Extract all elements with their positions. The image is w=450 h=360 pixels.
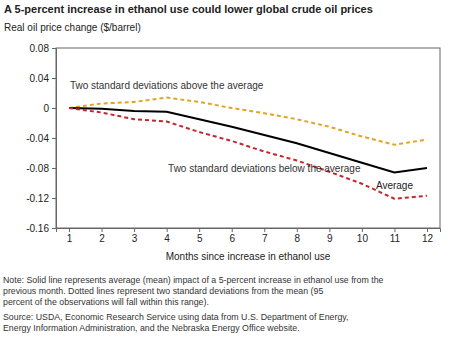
x-tick-label: 9 xyxy=(327,233,333,244)
y-tick: 0 xyxy=(43,103,56,114)
y-tick-mark xyxy=(52,78,56,79)
series-line xyxy=(69,108,427,173)
x-tick-label: 10 xyxy=(357,233,369,244)
series-line xyxy=(69,98,427,145)
x-tick: 4 xyxy=(164,228,170,244)
chart: A 5-percent increase in ethanol use coul… xyxy=(0,0,450,360)
x-tick-label: 6 xyxy=(229,233,235,244)
y-tick: 0.08 xyxy=(30,43,56,54)
x-tick-label: 2 xyxy=(99,233,105,244)
x-tick-mark xyxy=(102,228,103,232)
y-tick-label: 0 xyxy=(43,103,49,114)
x-tick-label: 5 xyxy=(197,233,203,244)
x-tick-label: 7 xyxy=(262,233,268,244)
y-tick: -0.08 xyxy=(26,163,56,174)
plot-frame xyxy=(56,48,440,228)
x-axis-line xyxy=(57,229,441,233)
x-tick-label: 4 xyxy=(164,233,170,244)
note: percent of the observations will fall wi… xyxy=(3,297,209,307)
y-tick: -0.12 xyxy=(26,193,56,204)
y-tick-mark xyxy=(52,48,56,49)
x-tick-mark xyxy=(264,228,265,232)
series-label: Two standard deviations below the averag… xyxy=(168,163,361,174)
y-tick: -0.16 xyxy=(26,223,56,234)
y-tick-label: -0.08 xyxy=(26,163,49,174)
x-tick-mark xyxy=(134,228,135,232)
x-tick: 8 xyxy=(295,228,301,244)
y-tick-label: 0.08 xyxy=(30,43,50,54)
source: Source: USDA, Economic Research Service … xyxy=(3,312,349,322)
x-tick: 6 xyxy=(229,228,235,244)
series-line xyxy=(69,108,427,199)
x-tick: 1 xyxy=(67,228,73,244)
y-tick-mark xyxy=(52,168,56,169)
x-tick: 9 xyxy=(327,228,333,244)
x-tick-mark xyxy=(69,228,70,232)
x-tick: 7 xyxy=(262,228,268,244)
x-axis-title: Months since increase in ethanol use xyxy=(166,251,331,262)
x-tick-mark xyxy=(362,228,363,232)
y-tick-label: 0.04 xyxy=(30,73,50,84)
note: previous month. Dotted lines represent t… xyxy=(3,286,323,296)
y-tick-mark xyxy=(52,228,56,229)
x-tick-mark xyxy=(167,228,168,232)
series-label: Two standard deviations above the averag… xyxy=(70,80,264,91)
y-tick-label: -0.16 xyxy=(26,223,49,234)
y-tick: -0.04 xyxy=(26,133,56,144)
x-tick-label: 8 xyxy=(295,233,301,244)
x-tick-label: 1 xyxy=(67,233,73,244)
plot-area xyxy=(69,98,427,199)
x-tick-mark xyxy=(199,228,200,232)
y-tick-mark xyxy=(52,198,56,199)
x-tick: 3 xyxy=(132,228,138,244)
x-tick: 12 xyxy=(422,228,434,244)
x-tick-mark xyxy=(394,228,395,232)
x-tick: 2 xyxy=(99,228,105,244)
x-tick-mark xyxy=(329,228,330,232)
y-tick: 0.04 xyxy=(30,73,56,84)
y-axis-title: Real oil price change ($/barrel) xyxy=(4,22,141,33)
x-axis: 123456789101112 xyxy=(57,228,441,244)
x-tick-mark xyxy=(427,228,428,232)
x-tick-label: 11 xyxy=(390,233,401,244)
y-tick-mark xyxy=(52,138,56,139)
y-tick-label: -0.04 xyxy=(26,133,49,144)
series-label: Average xyxy=(376,180,414,191)
x-tick: 5 xyxy=(197,228,203,244)
y-tick-mark xyxy=(52,108,56,109)
title: A 5-percent increase in ethanol use coul… xyxy=(4,3,373,15)
x-tick-label: 12 xyxy=(422,233,434,244)
x-tick-label: 3 xyxy=(132,233,138,244)
x-tick: 10 xyxy=(357,228,369,244)
y-axis-line xyxy=(52,49,57,229)
y-tick-label: -0.12 xyxy=(26,193,49,204)
y-axis: -0.16 -0.12 -0.08 -0.04 0 0.04 0.08 xyxy=(26,43,56,234)
note: Note: Solid line represents average (mea… xyxy=(3,275,384,285)
x-tick: 11 xyxy=(390,228,401,244)
x-tick-mark xyxy=(232,228,233,232)
source: Energy Information Administration, and t… xyxy=(3,323,300,333)
x-tick-mark xyxy=(297,228,298,232)
